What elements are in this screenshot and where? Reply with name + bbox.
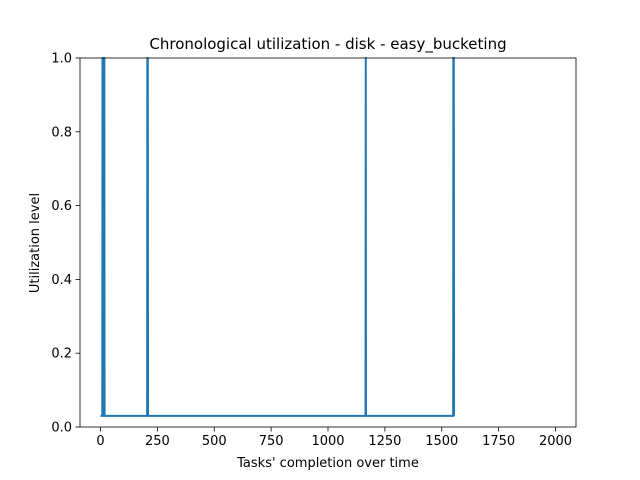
- y-axis-ticks: 0.0 0.2 0.4 0.6 0.8 1.0: [51, 52, 80, 436]
- x-tick-label: 2000: [539, 434, 572, 449]
- chart-title: Chronological utilization - disk - easy_…: [149, 35, 506, 54]
- x-tick-label: 0: [96, 434, 104, 449]
- x-axis-ticks: 0 250 500 750 1000 1250 1500 1750 2000: [96, 427, 572, 449]
- x-tick-label: 1750: [482, 434, 515, 449]
- plot-background: [80, 58, 576, 427]
- y-tick-label: 0.6: [51, 199, 72, 214]
- y-tick-label: 1.0: [51, 52, 72, 67]
- x-tick-label: 250: [145, 434, 170, 449]
- y-tick-label: 0.0: [51, 421, 72, 436]
- x-tick-label: 1000: [311, 434, 344, 449]
- plot-area: [79, 57, 577, 428]
- series-line-0: [100, 57, 456, 417]
- x-tick-label: 1250: [368, 434, 401, 449]
- y-tick-label: 0.4: [51, 273, 72, 288]
- y-axis-label: Utilization level: [28, 193, 43, 293]
- x-tick-label: 500: [202, 434, 227, 449]
- y-tick-label: 0.2: [51, 347, 72, 362]
- x-tick-label: 750: [259, 434, 284, 449]
- x-tick-label: 1500: [425, 434, 458, 449]
- y-tick-label: 0.8: [51, 125, 72, 140]
- x-axis-label: Tasks' completion over time: [236, 456, 419, 471]
